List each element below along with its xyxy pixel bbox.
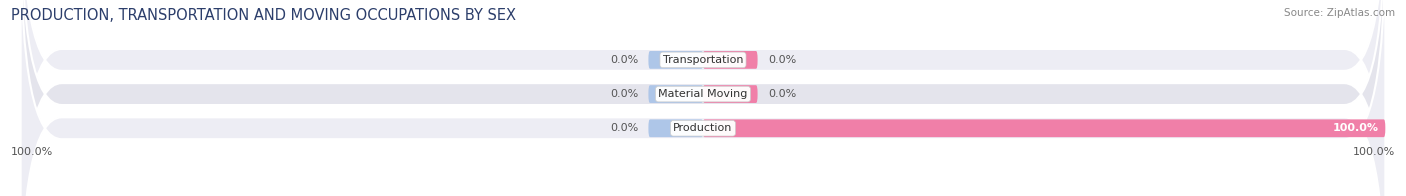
- Text: 0.0%: 0.0%: [610, 55, 638, 65]
- FancyBboxPatch shape: [21, 0, 1385, 196]
- Text: Material Moving: Material Moving: [658, 89, 748, 99]
- Text: PRODUCTION, TRANSPORTATION AND MOVING OCCUPATIONS BY SEX: PRODUCTION, TRANSPORTATION AND MOVING OC…: [11, 8, 516, 23]
- Text: 0.0%: 0.0%: [610, 123, 638, 133]
- FancyBboxPatch shape: [21, 0, 1385, 196]
- FancyBboxPatch shape: [648, 51, 703, 69]
- FancyBboxPatch shape: [648, 119, 703, 137]
- Text: 100.0%: 100.0%: [1333, 123, 1378, 133]
- FancyBboxPatch shape: [648, 85, 703, 103]
- Text: Source: ZipAtlas.com: Source: ZipAtlas.com: [1284, 8, 1395, 18]
- FancyBboxPatch shape: [21, 0, 1385, 196]
- Text: Production: Production: [673, 123, 733, 133]
- Text: 0.0%: 0.0%: [768, 89, 796, 99]
- Text: Transportation: Transportation: [662, 55, 744, 65]
- Text: 100.0%: 100.0%: [1354, 147, 1396, 157]
- Text: 100.0%: 100.0%: [10, 147, 52, 157]
- FancyBboxPatch shape: [703, 119, 1385, 137]
- FancyBboxPatch shape: [703, 51, 758, 69]
- FancyBboxPatch shape: [703, 85, 758, 103]
- Text: 0.0%: 0.0%: [610, 89, 638, 99]
- Text: 0.0%: 0.0%: [768, 55, 796, 65]
